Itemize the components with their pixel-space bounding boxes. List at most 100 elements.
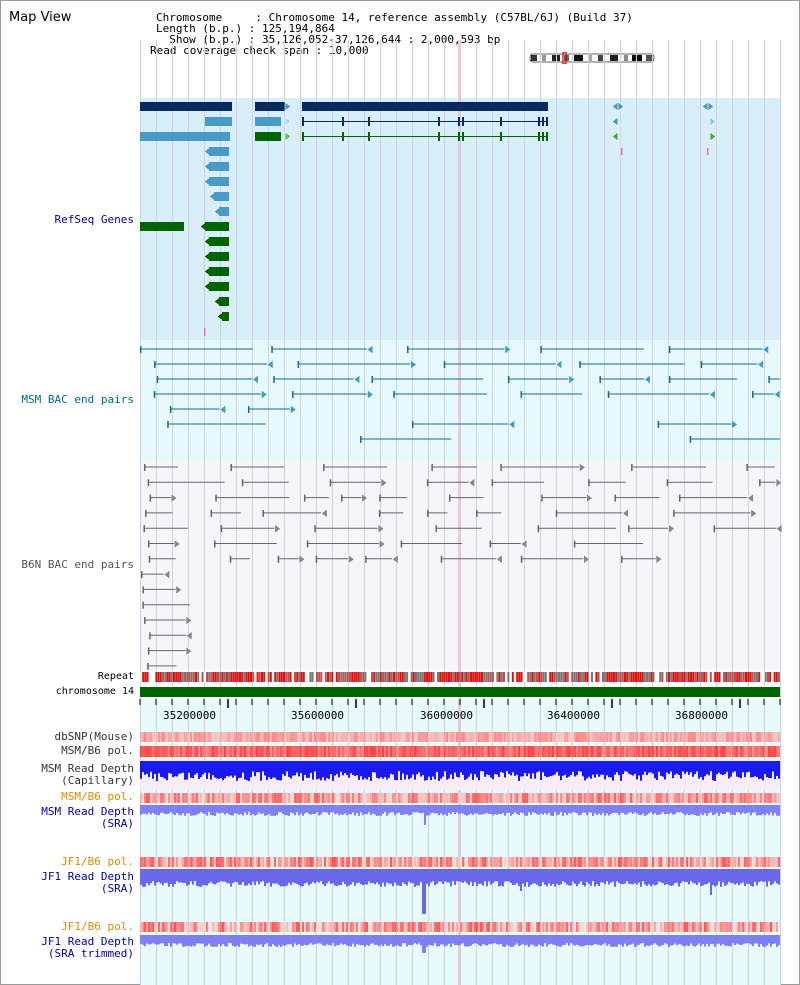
msm-depth-capillary-bar	[604, 761, 606, 780]
jf1-depth-trimmed-bar	[210, 935, 212, 947]
msm-depth-capillary-bar	[720, 761, 722, 775]
dbsnp-cell	[696, 732, 698, 742]
jf1-pol-cell	[358, 857, 360, 867]
msm-depth-capillary-bar	[218, 761, 220, 780]
track-label-jf1-depth-sra[interactable]: JF1 Read Depth (SRA)	[41, 870, 134, 895]
jf1-pol-cell	[628, 857, 630, 867]
b6n-bac-end	[277, 555, 280, 563]
msm-depth-capillary-bar	[242, 761, 244, 773]
jf1-depth-sra-bar	[570, 869, 572, 886]
track-label-dbsnp[interactable]: dbSNP(Mouse)	[54, 730, 134, 743]
jf1-depth-trimmed-bar	[520, 935, 522, 946]
msm-depth-capillary-bar	[476, 761, 478, 778]
msm-depth-sra-bar	[560, 805, 562, 813]
msm-depth-capillary-bar	[154, 761, 156, 774]
jf1-depth-trimmed-bar	[490, 935, 492, 945]
jf1-pol-2-cell	[208, 922, 210, 932]
jf1-depth-trimmed-bar	[628, 935, 630, 945]
track-label-b6n-bac[interactable]: B6N BAC end pairs	[21, 558, 134, 571]
b6n-bac-end	[341, 494, 343, 502]
repeat-element	[485, 672, 488, 682]
jf1-pol-2-cell	[218, 922, 220, 932]
msm-depth-sra-bar	[282, 805, 284, 814]
msm-b6-pol-2-cell	[666, 793, 668, 803]
jf1-pol-2-cell	[390, 922, 392, 932]
msm-b6-pol-cell	[522, 746, 524, 757]
track-label-msm-b6-pol-2[interactable]: MSM/B6 pol.	[61, 790, 134, 803]
track-label-refseq[interactable]: RefSeq Genes	[54, 213, 134, 226]
jf1-pol-2-cell	[562, 922, 564, 932]
msm-b6-pol-2-cell	[448, 793, 450, 803]
dbsnp-cell	[274, 732, 276, 742]
msm-depth-capillary-bar	[584, 761, 586, 781]
msm-depth-sra-bar	[642, 805, 644, 814]
track-label-jf1-pol-2[interactable]: JF1/B6 pol.	[61, 920, 134, 933]
msm-b6-pol-cell	[728, 746, 730, 757]
msm-depth-capillary-bar	[572, 761, 574, 772]
msm-b6-pol-2-cell	[540, 793, 542, 803]
msm-b6-pol-cell	[150, 746, 152, 757]
jf1-depth-sra-bar	[192, 869, 194, 885]
msm-b6-pol-2-cell	[758, 793, 760, 803]
msm-b6-pol-2-cell	[522, 793, 524, 803]
repeat-element	[773, 672, 776, 682]
jf1-depth-trimmed-bar	[160, 935, 162, 944]
msm-depth-capillary-bar	[562, 761, 564, 776]
jf1-pol-cell	[764, 857, 766, 867]
jf1-pol-cell	[196, 857, 198, 867]
dbsnp-cell	[362, 732, 364, 742]
dbsnp-cell	[500, 732, 502, 742]
jf1-depth-sra-bar	[674, 869, 676, 884]
msm-b6-pol-2-cell	[480, 793, 482, 803]
jf1-pol-2-cell	[384, 922, 386, 932]
msm-b6-pol-cell	[408, 746, 410, 757]
msm-depth-capillary-bar	[674, 761, 676, 775]
track-label-msm-b6-pol[interactable]: MSM/B6 pol.	[61, 744, 134, 757]
dbsnp-cell	[394, 732, 396, 742]
jf1-depth-sra-bar	[504, 869, 506, 882]
msm-bac-end	[607, 391, 610, 398]
msm-depth-capillary-bar	[272, 761, 274, 778]
msm-b6-pol-cell	[622, 746, 624, 757]
jf1-pol-cell	[486, 857, 488, 867]
msm-depth-sra-bar	[588, 805, 590, 813]
msm-bac-end	[443, 361, 446, 368]
msm-depth-capillary-bar	[302, 761, 304, 781]
jf1-depth-sra-bar	[710, 869, 712, 895]
jf1-pol-2-cell	[440, 922, 442, 932]
track-label-msm-depth-capillary[interactable]: MSM Read Depth (Capillary)	[41, 762, 134, 787]
dbsnp-cell	[612, 732, 614, 742]
repeat-element	[454, 672, 457, 682]
jf1-pol-cell	[584, 857, 586, 867]
msm-b6-pol-2-cell	[616, 793, 618, 803]
msm-b6-pol-cell	[232, 746, 234, 757]
b6n-bac-end	[379, 494, 381, 502]
track-label-msm-bac[interactable]: MSM BAC end pairs	[21, 393, 134, 406]
msm-b6-pol-2-cell	[586, 793, 588, 803]
jf1-depth-sra-bar	[684, 869, 686, 883]
msm-b6-pol-2-cell	[402, 793, 404, 803]
dbsnp-cell	[182, 732, 184, 742]
repeat-element	[201, 672, 204, 682]
track-label-msm-depth-sra[interactable]: MSM Read Depth (SRA)	[41, 805, 134, 830]
msm-b6-pol-cell	[420, 746, 422, 757]
jf1-pol-2-cell	[576, 922, 578, 932]
dbsnp-cell	[752, 732, 754, 742]
msm-depth-capillary-bar	[174, 761, 176, 777]
msm-depth-sra-bar	[276, 805, 278, 816]
msm-b6-pol-cell	[428, 746, 430, 757]
dbsnp-cell	[440, 732, 442, 742]
msm-depth-capillary-bar	[636, 761, 638, 780]
msm-b6-pol-cell	[500, 746, 502, 757]
msm-b6-pol-cell	[282, 746, 284, 757]
msm-b6-pol-2-cell	[272, 793, 274, 803]
track-label-jf1-pol[interactable]: JF1/B6 pol.	[61, 855, 134, 868]
chromosome-ideogram[interactable]	[528, 52, 658, 64]
jf1-depth-sra-bar	[522, 869, 524, 884]
track-label-jf1-depth-trimmed[interactable]: JF1 Read Depth (SRA trimmed)	[41, 935, 134, 960]
msm-b6-pol-cell	[268, 746, 270, 757]
jf1-depth-sra-bar	[334, 869, 336, 886]
jf1-pol-2-cell	[422, 922, 424, 932]
msm-depth-capillary-bar	[632, 761, 634, 776]
